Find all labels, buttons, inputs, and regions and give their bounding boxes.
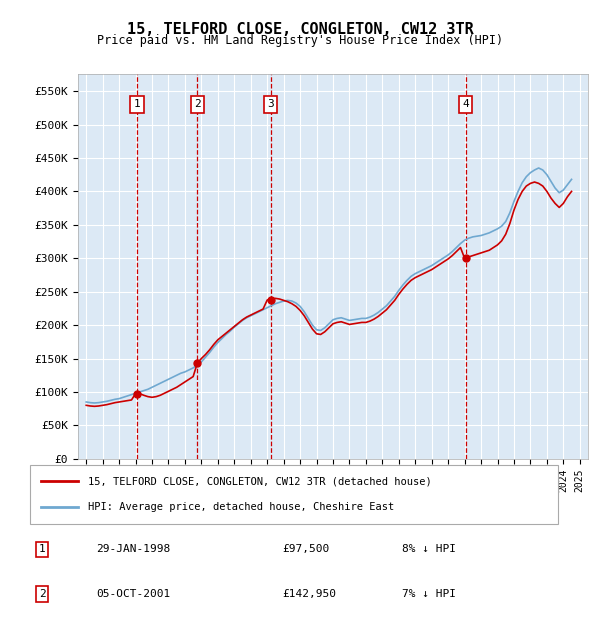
Text: 4: 4 (463, 99, 469, 110)
Text: 05-OCT-2001: 05-OCT-2001 (96, 589, 170, 599)
Text: 2: 2 (194, 99, 201, 110)
Text: £142,950: £142,950 (282, 589, 336, 599)
Text: 3: 3 (267, 99, 274, 110)
Text: 15, TELFORD CLOSE, CONGLETON, CW12 3TR: 15, TELFORD CLOSE, CONGLETON, CW12 3TR (127, 22, 473, 37)
Text: 15, TELFORD CLOSE, CONGLETON, CW12 3TR (detached house): 15, TELFORD CLOSE, CONGLETON, CW12 3TR (… (88, 477, 432, 487)
Text: 29-JAN-1998: 29-JAN-1998 (96, 544, 170, 554)
Text: 7% ↓ HPI: 7% ↓ HPI (402, 589, 456, 599)
FancyBboxPatch shape (30, 465, 558, 524)
Text: HPI: Average price, detached house, Cheshire East: HPI: Average price, detached house, Ches… (88, 502, 394, 512)
Text: 1: 1 (38, 544, 46, 554)
Text: Price paid vs. HM Land Registry's House Price Index (HPI): Price paid vs. HM Land Registry's House … (97, 34, 503, 47)
Text: 2: 2 (38, 589, 46, 599)
Text: 1: 1 (134, 99, 140, 110)
Text: £97,500: £97,500 (282, 544, 329, 554)
Text: 8% ↓ HPI: 8% ↓ HPI (402, 544, 456, 554)
